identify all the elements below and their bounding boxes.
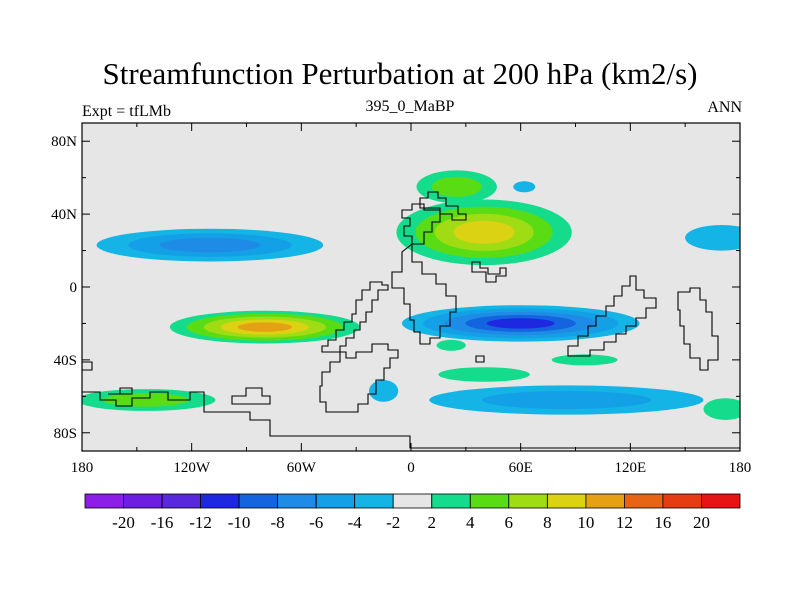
coastline-southern-west — [82, 361, 740, 449]
colorbar-label: 16 — [654, 513, 671, 532]
y-tick-label: 80N — [51, 134, 77, 150]
x-tick-label: 120W — [173, 460, 211, 476]
colorbar-label: 20 — [693, 513, 710, 532]
contour-south-indian-high-level-2 — [551, 354, 618, 366]
coastlines — [82, 191, 740, 449]
colorbar-swatch — [123, 493, 163, 509]
colorbar-swatch — [84, 493, 124, 509]
colorbar-label: 2 — [428, 513, 437, 532]
contour-southern-atlantic-high-level-2 — [438, 367, 530, 382]
colorbar-swatch — [508, 493, 548, 509]
colorbar-label: 10 — [577, 513, 594, 532]
contour-south-america-low-level-neg2 — [369, 380, 399, 402]
y-tick-label: 0 — [70, 280, 78, 296]
chart-title: Streamfunction Perturbation at 200 hPa (… — [102, 56, 698, 91]
colorbar-swatch — [469, 493, 510, 509]
contour-north-pacific-west-low-level-neg2 — [685, 225, 740, 251]
colorbar-swatch — [585, 493, 625, 509]
contour-far-southeast-high-level-2 — [703, 398, 740, 420]
colorbar-swatch — [161, 493, 202, 509]
y-tick-label: 80S — [54, 426, 77, 442]
coastline-africa-europe — [391, 203, 457, 345]
contour-indian-ocean-low-level-neg10 — [486, 318, 555, 329]
colorbar-swatch — [200, 493, 240, 509]
colorbar-swatch — [277, 493, 317, 509]
contour-europe-asia-high-level-8 — [453, 220, 515, 244]
x-tick-label: 180 — [729, 460, 752, 476]
contour-north-atlantic-high-level-4 — [432, 176, 482, 197]
coastline-australia — [677, 287, 719, 371]
colorbar-swatch — [701, 493, 741, 509]
y-tick-label: 40N — [51, 207, 77, 223]
season-label: ANN — [707, 99, 742, 116]
experiment-label: Expt = tfLMb — [82, 103, 172, 120]
colorbar-label: -20 — [112, 513, 135, 532]
colorbar-swatch — [392, 493, 433, 509]
colorbar-label: -16 — [151, 513, 174, 532]
colorbar-label: -2 — [386, 513, 400, 532]
colorbar-label: 4 — [466, 513, 475, 532]
contour-north-atlantic-small-low-level-neg2 — [513, 181, 536, 193]
contour-north-pacific-low-level-neg6 — [159, 237, 261, 253]
y-tick-label: 40S — [54, 353, 77, 369]
colorbar-label: -8 — [271, 513, 285, 532]
map-axes: 180 120W 60W 0 60E 120E 180 80N 40N 0 40S 80S — [51, 123, 751, 476]
colorbar-swatch — [315, 493, 356, 509]
coastline-southern-islands — [108, 355, 485, 405]
coastline-eurasia-north — [419, 191, 467, 221]
colorbar: -20 -16 -12 -10 -8 -6 -4 -2 2 4 6 8 10 12 16 20 — [84, 493, 741, 532]
colorbar-label: -6 — [309, 513, 323, 532]
colorbar-swatch — [662, 493, 702, 509]
coastline-asia — [471, 261, 657, 357]
contour-indian-small-high-level-2 — [436, 339, 466, 351]
x-tick-label: 120E — [614, 460, 646, 476]
coastline-south-america — [319, 343, 399, 413]
colorbar-swatch — [354, 493, 394, 509]
colorbar-swatch — [431, 493, 471, 509]
x-tick-label: 0 — [407, 460, 415, 476]
colorbar-label: 8 — [543, 513, 552, 532]
colorbar-label: -4 — [348, 513, 363, 532]
x-tick-label: 60W — [287, 460, 317, 476]
x-tick-label: 60E — [509, 460, 533, 476]
colorbar-swatch — [624, 493, 664, 509]
colorbar-swatch — [238, 493, 279, 509]
contour-west-antarctic-high-level-4 — [103, 393, 189, 407]
colorbar-label: 6 — [505, 513, 514, 532]
colorbar-swatch — [547, 493, 587, 509]
colorbar-label: -12 — [189, 513, 212, 532]
chart-subtitle: 395_0_MaBP — [365, 98, 455, 115]
contour-south-indian-low-level-neg4 — [482, 391, 651, 409]
colorbar-label: 12 — [616, 513, 633, 532]
colorbar-label: -10 — [228, 513, 251, 532]
x-tick-label: 180 — [71, 460, 94, 476]
coastline-americas — [321, 281, 389, 353]
contour-fills — [82, 170, 740, 420]
contour-east-pacific-high-level-10 — [237, 322, 292, 332]
